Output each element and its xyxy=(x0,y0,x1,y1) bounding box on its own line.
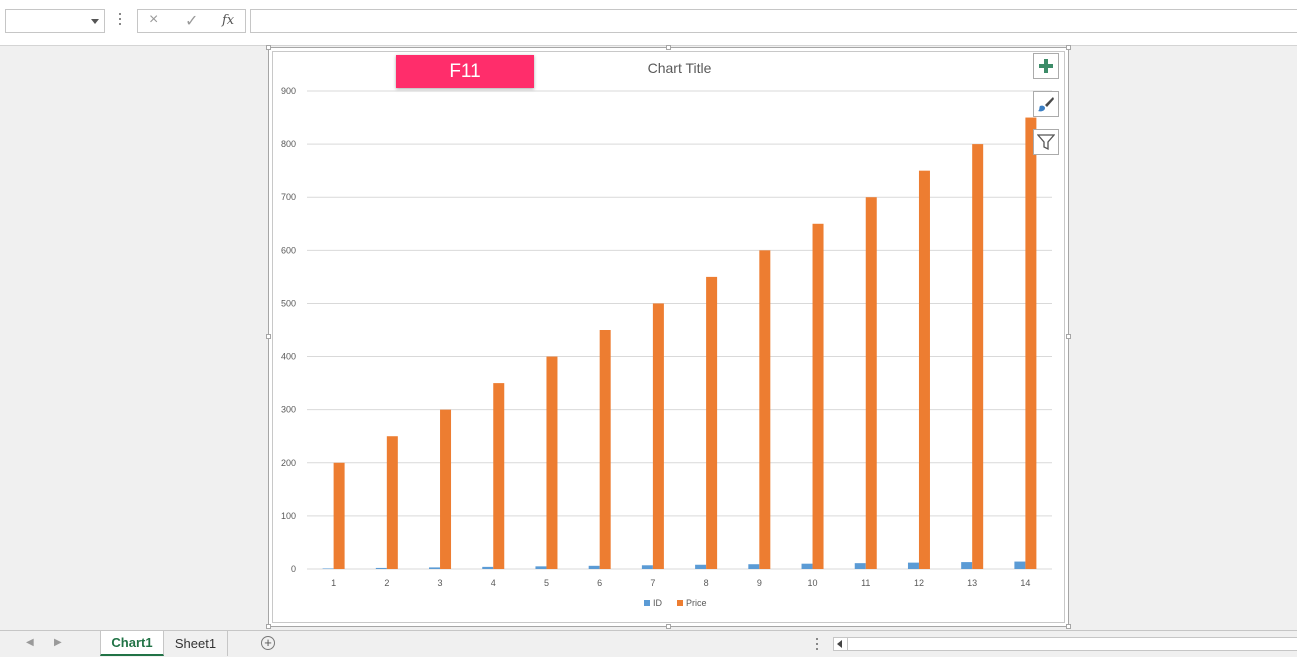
bar-price xyxy=(865,197,877,569)
bar-price xyxy=(386,436,398,569)
bar-price xyxy=(918,170,930,569)
chevron-down-icon[interactable] xyxy=(91,19,99,24)
y-tick-label: 300 xyxy=(281,405,296,415)
bar-id xyxy=(429,567,441,569)
y-tick-label: 900 xyxy=(281,86,296,96)
y-tick-label: 500 xyxy=(281,298,296,308)
y-tick-label: 0 xyxy=(291,564,296,574)
bar-id xyxy=(801,563,813,569)
x-tick-label: 2 xyxy=(384,578,389,588)
x-tick-label: 6 xyxy=(597,578,602,588)
legend-label-price: Price xyxy=(686,598,707,608)
resize-handle[interactable] xyxy=(1066,45,1071,50)
x-tick-label: 5 xyxy=(544,578,549,588)
chart-styles-button[interactable] xyxy=(1033,91,1059,117)
bar-id xyxy=(695,564,707,569)
bar-price xyxy=(440,409,452,569)
bar-price xyxy=(759,250,771,570)
x-tick-label: 1 xyxy=(331,578,336,588)
scroll-tabs-right-icon[interactable]: ▶ xyxy=(54,637,62,648)
resize-handle[interactable] xyxy=(666,624,671,629)
formula-buttons: × ✓ fx xyxy=(137,9,246,33)
resize-handle[interactable] xyxy=(266,45,271,50)
bar-price xyxy=(333,462,345,569)
bar-id xyxy=(482,566,494,569)
bar-id xyxy=(961,562,973,569)
y-tick-label: 800 xyxy=(281,139,296,149)
bar-price xyxy=(706,276,718,569)
bar-price xyxy=(1025,117,1037,570)
scroll-left-icon[interactable] xyxy=(834,638,848,650)
more-options-icon[interactable] xyxy=(816,638,818,653)
bar-id xyxy=(322,568,334,569)
bar-id xyxy=(641,565,653,569)
bar-price xyxy=(812,223,824,569)
resize-handle[interactable] xyxy=(666,45,671,50)
formula-bar: × ✓ fx xyxy=(0,0,1297,44)
bar-id xyxy=(535,566,547,569)
bar-id xyxy=(907,562,919,569)
x-tick-label: 10 xyxy=(808,578,818,588)
chart-svg: Chart Title 0 100 200 300 400 500 600 700 800 900 1… xyxy=(281,60,1052,608)
bar-id xyxy=(588,565,600,569)
more-options-icon[interactable] xyxy=(118,13,122,29)
name-box[interactable] xyxy=(5,9,105,33)
bar-price xyxy=(599,330,611,569)
chart-filters-button[interactable] xyxy=(1033,129,1059,155)
formula-input[interactable] xyxy=(250,9,1297,33)
cancel-icon[interactable]: × xyxy=(149,11,159,28)
chart-elements-button[interactable] xyxy=(1033,53,1059,79)
y-tick-label: 700 xyxy=(281,192,296,202)
resize-handle[interactable] xyxy=(266,334,271,339)
x-tick-label: 3 xyxy=(438,578,443,588)
scroll-tabs-left-icon[interactable]: ◀ xyxy=(26,637,34,648)
keyboard-shortcut-badge: F11 xyxy=(396,55,534,88)
tab-chart1[interactable]: Chart1 xyxy=(100,631,164,656)
add-sheet-icon[interactable]: + xyxy=(261,636,275,650)
x-tick-label: 13 xyxy=(967,578,977,588)
bar-id xyxy=(375,567,387,569)
y-tick-label: 400 xyxy=(281,352,296,362)
chart-plot-frame xyxy=(272,51,1065,623)
x-tick-label: 9 xyxy=(757,578,762,588)
brush-icon xyxy=(1038,97,1054,112)
y-tick-label: 600 xyxy=(281,245,296,255)
legend-swatch-id xyxy=(644,600,650,606)
plus-icon xyxy=(1039,59,1053,73)
x-tick-label: 8 xyxy=(704,578,709,588)
bar-price xyxy=(652,303,664,569)
x-tick-label: 12 xyxy=(914,578,924,588)
legend-swatch-price xyxy=(677,600,683,606)
x-tick-label: 11 xyxy=(861,578,870,588)
legend-label-id: ID xyxy=(653,598,663,608)
y-tick-label: 100 xyxy=(281,511,296,521)
resize-handle[interactable] xyxy=(1066,334,1071,339)
bar-id xyxy=(1014,561,1026,569)
bar-id xyxy=(854,563,866,569)
x-tick-label: 4 xyxy=(491,578,496,588)
sheet-tab-bar: ◀ ▶ Chart1 Sheet1 + xyxy=(0,630,1297,657)
bar-price xyxy=(493,383,505,569)
bar-price xyxy=(972,144,984,569)
resize-handle[interactable] xyxy=(266,624,271,629)
chart-title: Chart Title xyxy=(648,60,712,76)
x-tick-label: 14 xyxy=(1020,578,1030,588)
insert-function-icon[interactable]: fx xyxy=(222,13,235,28)
funnel-icon xyxy=(1037,134,1055,151)
enter-icon[interactable]: ✓ xyxy=(185,13,199,30)
x-tick-label: 7 xyxy=(650,578,655,588)
tab-sheet1[interactable]: Sheet1 xyxy=(164,631,228,656)
resize-handle[interactable] xyxy=(1066,624,1071,629)
y-tick-label: 200 xyxy=(281,458,296,468)
bar-id xyxy=(748,564,760,569)
horizontal-scrollbar[interactable] xyxy=(833,637,1297,651)
bar-price xyxy=(546,356,558,569)
